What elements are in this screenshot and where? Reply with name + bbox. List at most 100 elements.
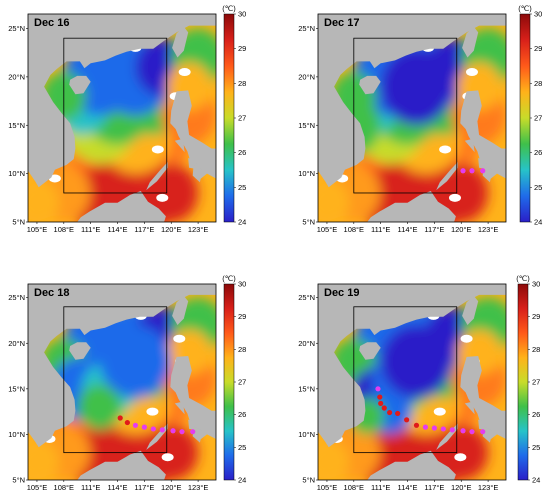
land [464,401,475,415]
track-point [124,419,130,426]
land [318,14,506,188]
cloud-gap [448,193,461,202]
colorbar-tick-label: 29 [534,44,542,53]
colorbar-tick-label: 28 [532,345,540,354]
track-point [460,428,466,434]
colorbar-tick-label: 26 [534,148,542,157]
colorbar-tick-label: 27 [238,114,246,123]
study-box [353,37,458,194]
colorbar-scale [517,283,529,481]
colorbar-tick-label: 28 [238,345,246,354]
colorbar-unit: (℃) [222,4,236,13]
land [28,284,216,448]
cloud-gap [454,453,467,462]
map-panel: Dec 19 105°E 108°E 111°E 114°E 117°E 120°E 123°… [298,283,507,492]
land [482,164,493,183]
colorbar-unit: (℃) [222,274,236,283]
track-point [480,168,486,174]
lon-tick-label: 120°E [161,225,182,234]
lon-tick-label: 108°E [54,483,75,492]
lon-tick-label: 117°E [424,225,444,234]
track-point [150,426,156,432]
lon-tick-label: 105°E [27,483,48,492]
lon-tick-label: 111°E [81,483,100,492]
track-point [469,168,475,174]
cloud-gap [161,453,174,462]
land [460,356,506,440]
map-frame [317,283,507,481]
track-point [375,386,381,392]
land [172,295,189,325]
colorbar-tick-label: 30 [532,280,540,289]
track-point [190,429,196,435]
lat-tick-label: 20°N [298,72,315,81]
colorbar-tick-label: 30 [238,10,246,19]
land [462,26,479,58]
land [460,90,506,180]
lon-tick-label: 105°E [317,483,338,492]
colorbar-tick-label: 24 [238,476,246,485]
lat-tick-label: 5°N [302,476,315,485]
land [170,356,216,440]
track-point [422,424,429,430]
colorbar-scale [519,13,531,223]
cloud-gap [173,334,186,343]
track-point [387,409,393,416]
lon-tick-label: 117°E [134,483,154,492]
colorbar: (℃)30 29 28 27 26 25 24 [222,274,246,485]
panel-date-label: Dec 19 [324,287,359,299]
lat-tick-label: 25°N [298,24,315,33]
colorbar-tick-label: 26 [238,148,246,157]
land [482,426,493,443]
land [367,191,456,222]
lat-tick-label: 25°N [8,293,25,302]
lon-tick-label: 114°E [108,483,128,492]
lon-tick-label: 114°E [108,225,128,234]
colorbar-tick-label: 25 [238,443,246,452]
land [170,90,216,180]
track-point [377,394,383,400]
map-panel: Dec 18 105°E 108°E 111°E 114°E 117°E 120°E 123°… [8,283,217,492]
track-point [469,429,475,435]
land [464,138,475,153]
lon-tick-label: 108°E [344,225,365,234]
colorbar-unit: (℃) [516,274,530,283]
lon-tick-label: 120°E [161,483,182,492]
lat-tick-label: 25°N [298,293,315,302]
colorbar-tick-label: 28 [534,79,542,88]
land [146,162,168,191]
track-point [460,168,466,174]
colorbar-tick-label: 28 [238,79,246,88]
lat-tick-label: 25°N [8,24,25,33]
cloud-gap [156,193,169,202]
land [436,162,458,191]
land [462,295,479,325]
colorbar-tick-label: 24 [534,218,542,227]
sst-field [28,28,216,222]
lon-tick-label: 120°E [451,483,472,492]
track-point [170,428,176,434]
lon-tick-label: 114°E [398,483,418,492]
study-box [353,306,458,454]
cloud-gap [146,407,159,416]
colorbar-tick-label: 27 [532,378,540,387]
land [359,75,381,95]
lon-tick-label: 123°E [188,483,209,492]
study-box [63,37,168,194]
colorbar-tick-label: 24 [238,218,246,227]
lon-tick-label: 123°E [478,225,499,234]
colorbar-scale [223,13,235,223]
track-point [381,405,387,411]
track-point [159,427,165,433]
lat-tick-label: 5°N [12,218,25,227]
land [192,426,203,443]
sst-field [318,297,506,480]
land [77,450,166,480]
track-point [141,424,147,430]
track-point [117,415,123,421]
colorbar-tick-label: 30 [534,10,542,19]
lon-tick-label: 117°E [424,483,444,492]
lon-tick-label: 111°E [81,225,100,234]
land [174,401,185,415]
